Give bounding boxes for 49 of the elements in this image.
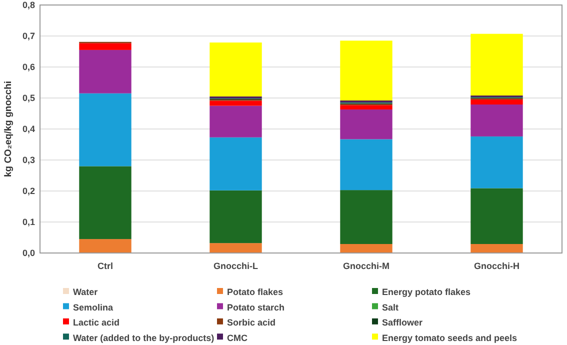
bar (340, 109, 392, 140)
y-tick-label: 0,3 (22, 155, 35, 166)
y-tick-label: 0,0 (22, 248, 35, 258)
bar (340, 105, 392, 110)
legend-label: Water (73, 287, 98, 298)
bar (470, 244, 523, 253)
legend-label: Salt (382, 302, 399, 312)
y-tick-label: 0,7 (22, 31, 35, 42)
legend-label: Energy potato flakes (382, 287, 471, 298)
legend-label: Potato starch (227, 302, 285, 312)
y-tick-label: 0,6 (22, 62, 35, 72)
y-axis-title: kg CO₂eq/kg gnocchi (3, 80, 14, 178)
bar (340, 139, 392, 190)
bar (340, 40, 392, 100)
legend-label: Potato flakes (227, 287, 284, 298)
bar (470, 104, 523, 136)
legend-label: Energy tomato seeds and peels (382, 332, 518, 343)
bar (79, 43, 132, 50)
bar (79, 166, 132, 240)
y-tick-label: 0,5 (22, 93, 35, 104)
legend-label: CMC (227, 332, 248, 343)
bar (79, 50, 132, 94)
bar (340, 190, 392, 244)
legend-label: Water (added to the by-products) (73, 332, 214, 343)
bar (210, 106, 262, 138)
legend-label: Sorbic acid (227, 318, 276, 328)
bar (470, 136, 523, 188)
x-tick-label: Gnocchi-H (474, 261, 520, 271)
x-tick-label: Gnocchi-L (214, 261, 258, 271)
y-tick-label: 0,2 (22, 186, 35, 196)
x-tick-label: Gnocchi-M (343, 261, 390, 271)
y-tick-label: 0,4 (22, 124, 35, 134)
bar (79, 93, 132, 166)
bar (470, 34, 523, 96)
legend-label: Lactic acid (73, 318, 120, 328)
bar (210, 243, 262, 253)
legend-label: Semolina (73, 302, 114, 312)
bar (210, 42, 262, 96)
y-tick-label: 0,8 (22, 0, 35, 10)
bar (340, 244, 392, 253)
bar (470, 188, 523, 244)
bar (210, 100, 262, 106)
legend-label: Safflower (382, 318, 424, 328)
bar (210, 137, 262, 190)
bar (79, 239, 132, 253)
bar (210, 190, 262, 244)
y-tick-label: 0,1 (22, 217, 35, 228)
x-tick-label: Ctrl (98, 261, 113, 271)
bar (470, 100, 523, 105)
